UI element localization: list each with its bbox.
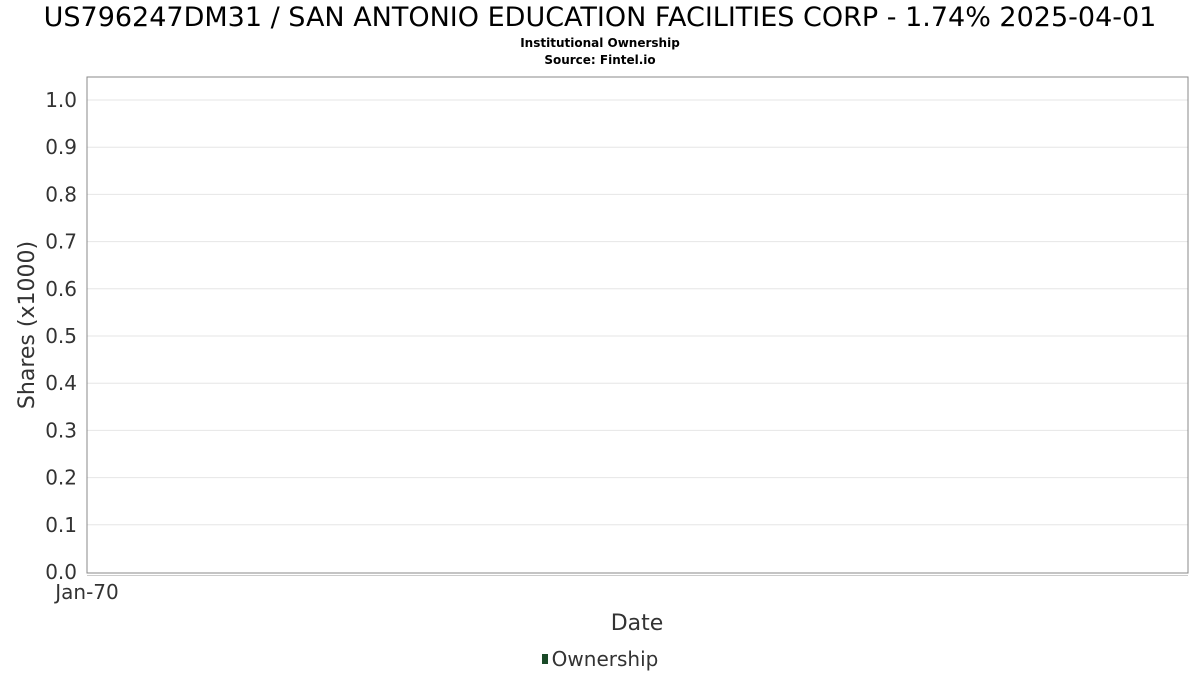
y-tick-label: 0.6 bbox=[45, 277, 77, 301]
x-tick-label: Jan-70 bbox=[53, 580, 119, 604]
y-tick-label: 0.2 bbox=[45, 466, 77, 490]
y-tick-label: 0.5 bbox=[45, 324, 77, 348]
y-tick-label: 1.0 bbox=[45, 88, 77, 112]
grid-lines bbox=[87, 99, 1188, 526]
y-tick-label: 0.3 bbox=[45, 418, 77, 442]
chart-title: US796247DM31 / SAN ANTONIO EDUCATION FAC… bbox=[43, 2, 1157, 33]
y-tick-label: 0.8 bbox=[45, 182, 77, 206]
y-axis-ticks: 0.0 0.1 0.2 0.3 0.4 0.5 0.6 0.7 0.8 0.9 1.0 bbox=[45, 88, 77, 584]
y-tick-label: 0.7 bbox=[45, 230, 77, 254]
legend: Ownership bbox=[0, 647, 1200, 671]
y-tick-label: 0.9 bbox=[45, 135, 77, 159]
legend-swatch bbox=[541, 654, 548, 664]
chart-source: Source: Fintel.io bbox=[544, 53, 656, 67]
y-tick-label: 0.1 bbox=[45, 513, 77, 537]
y-tick-label: 0.4 bbox=[45, 371, 77, 395]
x-axis-ticks: Jan-70 bbox=[53, 580, 119, 604]
x-axis-title: Date bbox=[611, 611, 664, 636]
y-axis-title: Shares (x1000) bbox=[15, 241, 40, 409]
legend-label: Ownership bbox=[551, 647, 659, 671]
y-tick-label: 0.0 bbox=[45, 560, 77, 584]
plot-area bbox=[86, 76, 1189, 574]
chart-subtitle: Institutional Ownership bbox=[520, 36, 680, 50]
